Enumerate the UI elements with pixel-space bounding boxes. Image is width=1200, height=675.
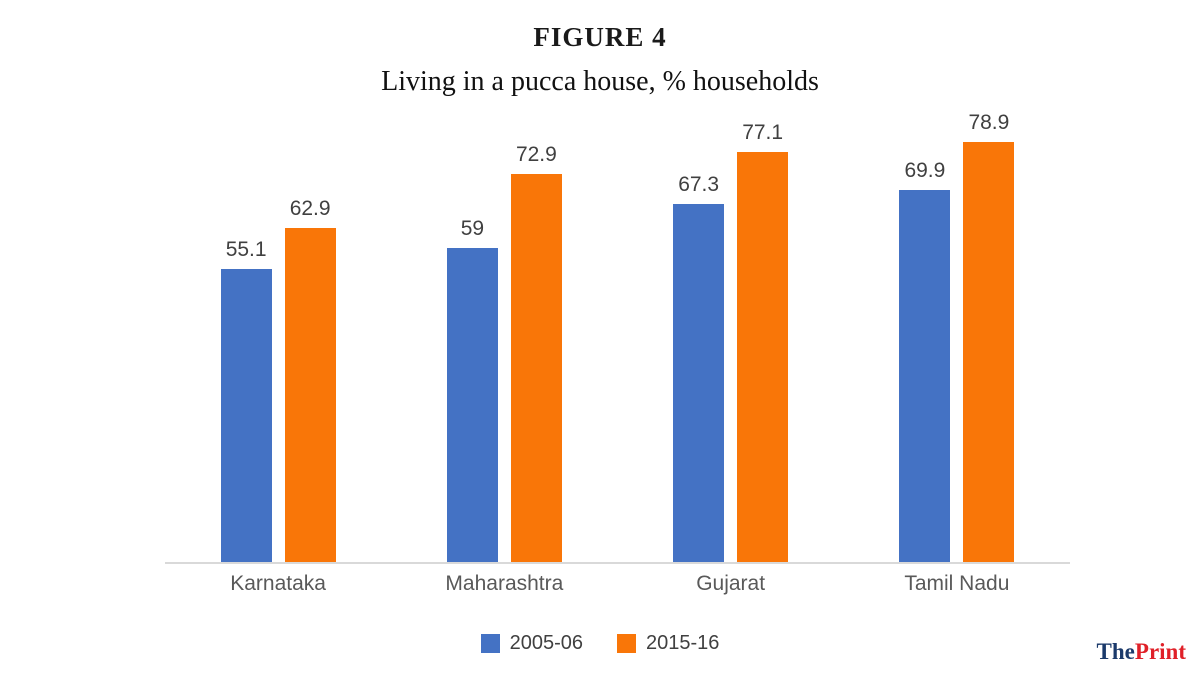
bar-column: 62.9 [284,110,336,562]
value-label: 77.1 [742,121,784,145]
bar-2015-16 [963,142,1015,562]
bar-group: 59 72.9 [391,110,617,562]
bar-2005-06 [899,190,951,562]
legend: 2005-06 2015-16 [0,632,1200,655]
category-label: Gujarat [696,572,766,595]
bar-2015-16 [510,174,562,562]
value-label: 67.3 [678,173,720,197]
bar-group: 67.3 77.1 [618,110,844,562]
bar-column: 77.1 [737,110,789,562]
bar-column: 78.9 [963,110,1015,562]
bar-2005-06 [220,269,272,562]
value-label: 59 [460,217,485,241]
bar-group: 69.9 78.9 [844,110,1070,562]
plot-area: 55.1 62.9 59 72.9 67.3 77.1 69.9 78.9 [165,110,1070,564]
value-label: 55.1 [225,238,267,261]
category-labels: Karnataka Maharashtra Gujarat Tamil Nadu [165,572,1070,596]
category-label: Tamil Nadu [904,572,1010,595]
bar-group: 55.1 62.9 [165,110,391,562]
bar-column: 69.9 [899,110,951,562]
value-label: 78.9 [968,111,1010,135]
legend-swatch [480,634,500,653]
value-label: 72.9 [515,143,557,167]
category-label: Maharashtra [445,572,564,595]
brand-print: Print [1134,639,1186,664]
legend-label: 2015-16 [646,632,720,654]
legend-swatch [617,634,636,653]
category-label: Karnataka [230,572,326,595]
bar-column: 72.9 [510,110,562,562]
legend-item: 2015-16 [617,632,719,655]
chart-title: Living in a pucca house, % households [381,66,819,97]
bar-2005-06 [673,204,725,562]
value-label: 69.9 [904,159,946,183]
bar-2015-16 [737,152,789,562]
bar-groups: 55.1 62.9 59 72.9 67.3 77.1 69.9 78.9 [165,110,1070,562]
bar-column: 59 [446,110,498,562]
figure-label: FIGURE 4 [533,22,667,52]
bar-column: 67.3 [673,110,725,562]
bar-2015-16 [284,227,336,562]
legend-label: 2005-06 [509,632,583,654]
legend-item: 2005-06 [480,632,583,655]
brand-the: The [1096,639,1135,664]
theprint-logo: ThePrint [1097,639,1186,665]
value-label: 62.9 [289,196,331,220]
bar-2005-06 [446,248,498,562]
bar-column: 55.1 [220,110,272,562]
